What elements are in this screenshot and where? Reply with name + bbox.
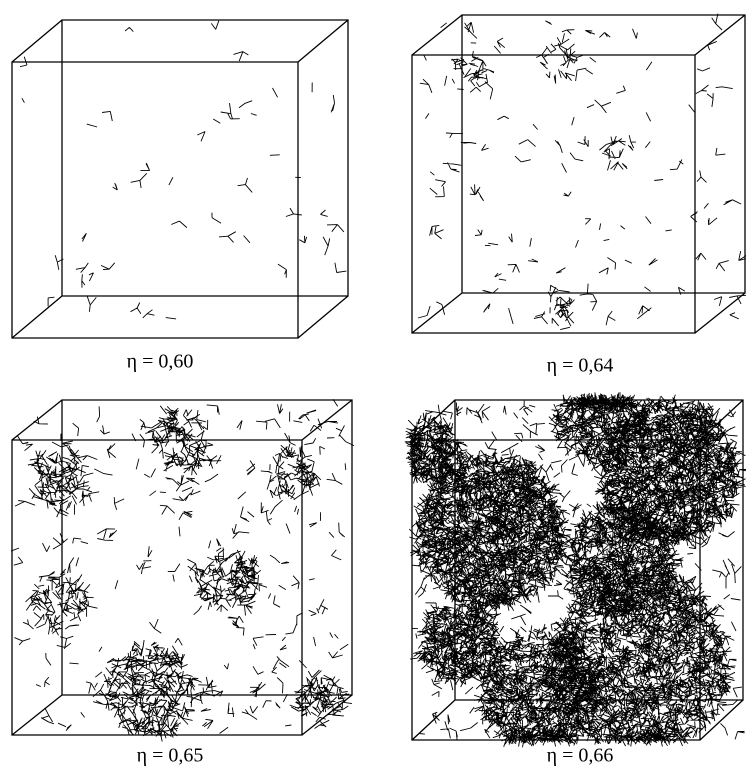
panel-caption: η = 0,60 [127, 351, 194, 373]
particle-clusters [405, 392, 746, 747]
particle-clusters [418, 14, 746, 330]
figure: η = 0,60 η = 0,64 η = 0,65 η = 0,66 [0, 0, 746, 772]
page: η = 0,60 η = 0,64 η = 0,65 η = 0,66 (() … [0, 0, 746, 772]
panel-caption: η = 0,66 [547, 745, 614, 767]
box-edges [12, 20, 348, 338]
panel-caption: η = 0,64 [547, 355, 614, 377]
panel-caption: η = 0,65 [137, 745, 204, 767]
box-edges [412, 15, 745, 333]
